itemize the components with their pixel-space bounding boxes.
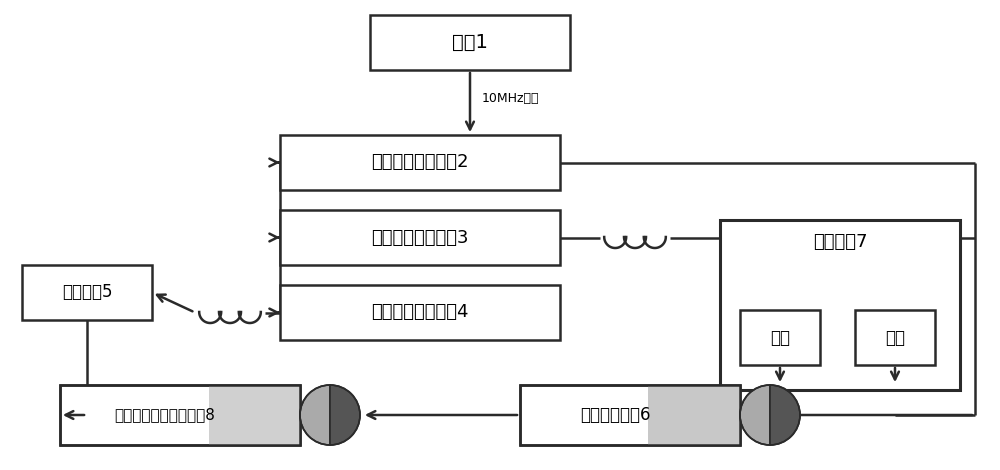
Wedge shape	[740, 385, 770, 445]
Text: 激光重频锁定模块2: 激光重频锁定模块2	[371, 154, 469, 172]
Bar	[209, 385, 300, 445]
Bar	[60, 385, 300, 445]
Text: 采集设切7: 采集设切7	[813, 233, 867, 251]
Bar	[60, 385, 300, 445]
Bar	[280, 135, 560, 190]
Text: 钓钟1: 钓钟1	[452, 33, 488, 52]
Wedge shape	[330, 385, 360, 445]
Bar	[648, 385, 740, 445]
Text: 主光纤飞秒激光器3: 主光纤飞秒激光器3	[371, 228, 469, 246]
Text: 太赫兹探测器6: 太赫兹探测器6	[580, 406, 650, 424]
Bar	[720, 220, 960, 390]
Bar	[280, 210, 560, 265]
Bar	[740, 310, 820, 365]
Bar	[22, 265, 152, 320]
Bar	[855, 310, 935, 365]
Text: 从光纤飞秒激光器4: 从光纤飞秒激光器4	[371, 304, 469, 321]
Bar	[520, 385, 740, 445]
Text: 同步模坘5: 同步模坘5	[62, 283, 112, 301]
Text: 被测太赫兹脉冲辐射器8: 被测太赫兹脉冲辐射器8	[115, 407, 215, 423]
Text: 信号: 信号	[885, 329, 905, 346]
Text: 10MHz参考: 10MHz参考	[482, 92, 540, 104]
Bar	[520, 385, 740, 445]
Wedge shape	[300, 385, 330, 445]
Bar	[370, 15, 570, 70]
Text: 触发: 触发	[770, 329, 790, 346]
Bar	[280, 285, 560, 340]
Wedge shape	[770, 385, 800, 445]
